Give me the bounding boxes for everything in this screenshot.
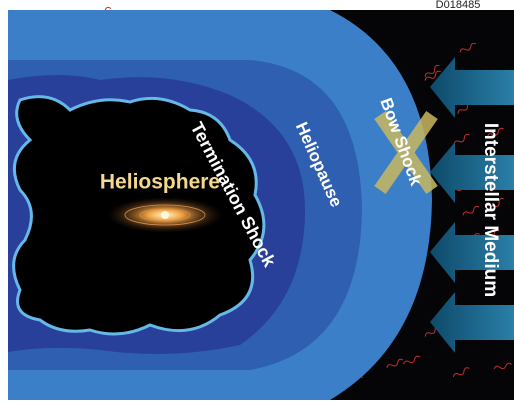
squiggle (452, 367, 470, 378)
figure-id: D018485 (436, 0, 481, 11)
heliosphere-label: Heliosphere (100, 171, 220, 194)
arrow (430, 292, 514, 353)
interstellar-medium-label: Interstellar Medium (480, 123, 501, 297)
squiggle (403, 355, 421, 365)
squiggle (462, 205, 480, 216)
sun (161, 211, 169, 219)
inflow-arrows (430, 57, 514, 353)
squiggle (424, 70, 441, 81)
squiggle (487, 127, 504, 138)
squiggle (489, 198, 504, 211)
x-stroke (374, 111, 438, 194)
orbit (124, 204, 206, 226)
squiggle (424, 64, 440, 77)
squiggle (493, 362, 512, 370)
voyager-x (374, 111, 438, 194)
arrow (430, 142, 514, 203)
arrow (430, 222, 514, 283)
arrow (430, 57, 514, 118)
squiggle (386, 358, 404, 369)
squiggle (453, 133, 470, 145)
squiggle (459, 42, 477, 53)
orbit (139, 208, 191, 222)
